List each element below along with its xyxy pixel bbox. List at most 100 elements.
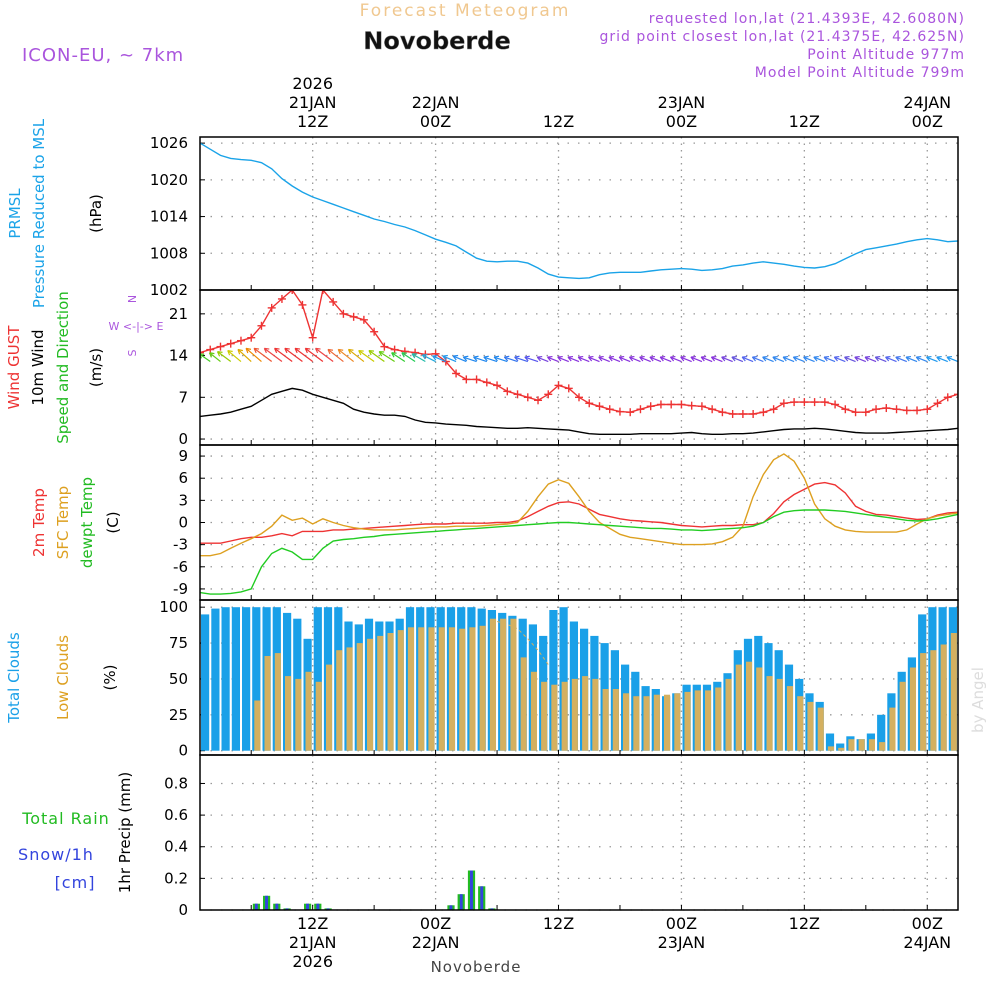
y-tick-label: 1008 <box>150 244 188 262</box>
bar-low-clouds <box>510 618 517 751</box>
wind-arrow <box>710 355 723 363</box>
y-tick-label: 0 <box>178 742 188 760</box>
wind-arrow <box>762 355 774 363</box>
bottom-tick-label: 2026 <box>292 952 333 971</box>
y-tick-label: 14 <box>169 347 188 365</box>
gust-marker <box>534 396 543 405</box>
bar-total-clouds <box>231 607 240 751</box>
bar-low-clouds <box>448 627 455 751</box>
wind-arrow <box>304 347 324 363</box>
bar-low-clouds <box>428 627 435 751</box>
wind-arrow <box>245 347 262 362</box>
gust-marker <box>708 405 717 414</box>
gust-marker <box>718 408 727 417</box>
y-tick-label: 0.8 <box>164 774 188 792</box>
gust-marker <box>779 399 788 408</box>
bar-low-clouds <box>377 635 384 751</box>
gust-marker <box>513 390 522 399</box>
gust-marker <box>687 401 696 410</box>
bar-low-clouds <box>705 690 712 751</box>
panel-label: 2m Temp <box>30 488 48 557</box>
plot-area-temp <box>200 453 958 595</box>
bar-low-clouds <box>623 693 630 751</box>
wind-arrow <box>731 355 744 363</box>
compass-south: S <box>126 349 139 356</box>
bar-total-clouds <box>836 743 845 751</box>
gust-marker <box>626 408 635 417</box>
wind-arrow <box>639 355 651 363</box>
bar-low-clouds <box>715 687 722 751</box>
wind-arrow <box>483 355 498 363</box>
series-dewpt-temp <box>200 509 958 595</box>
wind-arrow <box>368 349 385 363</box>
bar-low-clouds <box>756 667 763 751</box>
gust-marker <box>790 398 799 407</box>
bar-low-clouds <box>274 653 281 751</box>
y-tick-label: 1020 <box>150 171 188 189</box>
bottom-tick-label: 00Z <box>420 914 451 933</box>
bar-total-clouds <box>313 607 322 751</box>
bar-low-clouds <box>868 739 875 751</box>
bottom-tick-label: 23JAN <box>658 933 706 952</box>
y-tick-label: 1026 <box>150 134 188 152</box>
gust-marker <box>738 410 747 418</box>
y-tick-label: 21 <box>169 305 188 323</box>
top-tick-label: 24JAN <box>903 93 951 112</box>
wind-arrow <box>608 355 621 363</box>
wind-arrow <box>577 355 590 363</box>
wind-arrow <box>253 347 273 363</box>
bar-low-clouds <box>950 633 957 751</box>
bar-low-clouds <box>397 630 404 751</box>
wind-arrow <box>227 349 242 362</box>
gust-marker <box>615 407 624 416</box>
wind-arrow <box>401 352 416 363</box>
bar-low-clouds <box>786 686 793 751</box>
precip-side-label: [cm] <box>55 873 96 892</box>
closest-coords: grid point closest lon,lat (21.4375E, 42… <box>599 29 965 45</box>
bar-low-clouds <box>858 739 865 751</box>
panel-label: SFC Temp <box>54 486 72 559</box>
gust-marker <box>667 400 676 409</box>
bottom-tick-label: 00Z <box>912 914 943 933</box>
bar-low-clouds <box>817 707 824 751</box>
product-title: Forecast Meteogram <box>360 1 571 21</box>
bar-snow-1h <box>459 894 463 910</box>
compass-we: W <-|-> E <box>109 320 164 333</box>
gust-marker <box>380 342 389 351</box>
wind-arrow <box>208 352 221 363</box>
gust-marker <box>257 321 266 330</box>
model-altitude: Model Point Altitude 799m <box>755 65 965 81</box>
wind-arrow <box>432 354 447 363</box>
gust-marker <box>472 375 481 384</box>
bar-low-clouds <box>295 678 302 751</box>
wind-arrow <box>216 351 232 363</box>
bar-snow-1h <box>254 903 258 910</box>
bar-low-clouds <box>899 681 906 751</box>
gust-marker <box>288 290 297 294</box>
bar-low-clouds <box>346 647 353 751</box>
y-tick-label: -9 <box>173 580 188 598</box>
panel-label: Speed and Direction <box>54 291 72 444</box>
gust-marker <box>923 405 932 414</box>
bottom-tick-label: 12Z <box>789 914 820 933</box>
wind-arrow <box>680 355 692 363</box>
top-tick-label: 12Z <box>297 112 328 131</box>
gust-marker <box>359 315 368 324</box>
gust-marker <box>656 400 665 409</box>
wind-arrow <box>358 349 375 363</box>
precip-side-label: Total Rain <box>21 809 110 828</box>
bar-snow-1h <box>480 886 484 910</box>
gust-marker <box>841 405 850 414</box>
gust-marker <box>554 381 563 390</box>
gust-marker <box>329 297 338 306</box>
bar-snow-1h <box>285 908 289 910</box>
bar-low-clouds <box>407 627 414 751</box>
wind-arrow <box>284 347 303 363</box>
panel-frame <box>199 754 959 911</box>
bar-snow-1h <box>490 908 494 910</box>
y-tick-label: 0.2 <box>164 869 188 887</box>
panel-label: (C) <box>104 511 122 533</box>
y-tick-label: 6 <box>178 469 188 487</box>
bar-low-clouds <box>305 671 312 751</box>
